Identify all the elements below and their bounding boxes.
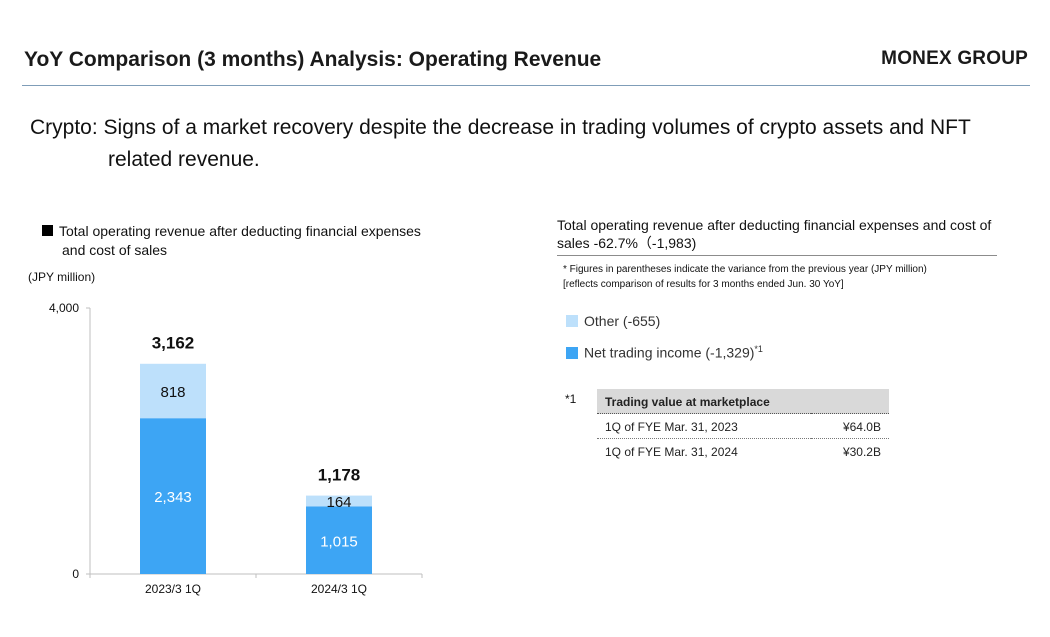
- stacked-bar-chart: 0 4,000 2,343 818 3,162 2023/3 1Q 1,015 164 1,17…: [49, 301, 423, 596]
- table-row: 1Q of FYE Mar. 31, 2024 ¥30.2B: [597, 439, 889, 464]
- bar-segment: [140, 418, 206, 574]
- legend-footnote-ref: *1: [754, 344, 763, 354]
- legend-square-icon: [42, 225, 53, 236]
- headline-line-2: related revenue.: [108, 148, 260, 171]
- y-tick-label: 0: [72, 567, 79, 581]
- legend-total-line-1: Total operating revenue after deducting …: [59, 223, 421, 239]
- legend-label-net-trading: Net trading income (-1,329): [584, 344, 755, 361]
- data-label: 164: [326, 494, 351, 511]
- table-header-row: Trading value at marketplace: [597, 389, 889, 414]
- x-tick-label: 2023/3 1Q: [145, 582, 201, 596]
- table-cell-value: ¥30.2B: [842, 444, 881, 459]
- footnote-mark: *1: [565, 392, 577, 406]
- variance-note: * Figures in parentheses indicate the va…: [563, 262, 1003, 292]
- headline: Crypto: Signs of a market recovery despi…: [30, 112, 1030, 176]
- legend-item-net-trading: Net trading income (-1,329)*1: [566, 344, 763, 361]
- total-label: 3,162: [152, 334, 195, 353]
- legend-swatch-net-trading: [566, 346, 578, 359]
- right-panel-title: Total operating revenue after deducting …: [557, 217, 992, 251]
- headline-line-1: Crypto: Signs of a market recovery despi…: [30, 116, 971, 139]
- page-title: YoY Comparison (3 months) Analysis: Oper…: [24, 48, 602, 71]
- table-cell-label: 1Q of FYE Mar. 31, 2024: [605, 444, 738, 459]
- note-line-2: [reflects comparison of results for 3 mo…: [563, 279, 844, 290]
- unit-label: (JPY million): [28, 270, 96, 284]
- data-label: 2,343: [154, 489, 192, 506]
- bar-segment: [140, 363, 206, 419]
- trading-value-table: Trading value at marketplace 1Q of FYE M…: [597, 389, 889, 463]
- right-panel-divider: [557, 255, 997, 256]
- title-divider: [22, 85, 1030, 86]
- legend-total-line-2: and cost of sales: [62, 242, 168, 258]
- table-cell-value: ¥64.0B: [811, 413, 889, 439]
- note-line-1: * Figures in parentheses indicate the va…: [563, 264, 927, 275]
- table-row: 1Q of FYE Mar. 31, 2023 ¥64.0B: [597, 413, 889, 439]
- x-tick-label: 2024/3 1Q: [311, 582, 367, 596]
- chart-legend-total: Total operating revenue after deducting …: [42, 222, 421, 260]
- brand-logo-text: MONEX GROUP: [881, 48, 1028, 69]
- legend-swatch-other: [566, 315, 578, 327]
- data-label: 818: [160, 384, 185, 401]
- table-header: Trading value at marketplace: [597, 389, 889, 414]
- y-tick-label: 4,000: [49, 301, 79, 315]
- total-label: 1,178: [318, 466, 361, 485]
- legend-item-other: Other (-655): [566, 313, 660, 329]
- table-cell-label: 1Q of FYE Mar. 31, 2023: [597, 413, 812, 439]
- bar-segment: [306, 506, 372, 574]
- bar-segment: [306, 495, 372, 507]
- legend-label-other: Other (-655): [584, 313, 661, 329]
- data-label: 1,015: [320, 533, 358, 550]
